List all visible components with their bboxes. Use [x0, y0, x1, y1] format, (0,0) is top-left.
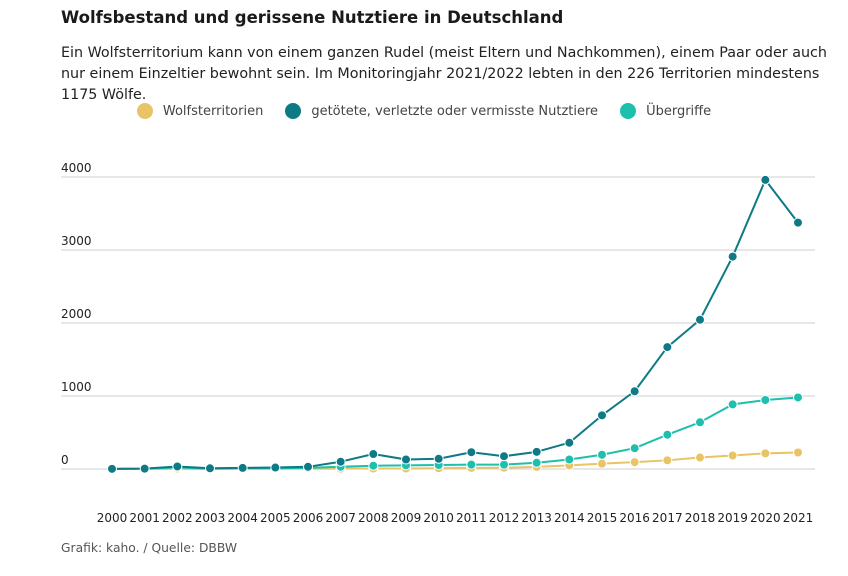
x-tick-label: 2010	[423, 511, 454, 525]
x-tick-label: 2000	[97, 511, 128, 525]
data-point	[368, 449, 379, 460]
data-point	[433, 453, 444, 464]
x-tick-label: 2004	[227, 511, 258, 525]
data-point	[597, 449, 607, 460]
x-tick-label: 2007	[325, 511, 356, 525]
data-point	[401, 454, 411, 465]
data-point	[499, 459, 509, 470]
x-tick-label: 2006	[293, 511, 324, 525]
legend-swatch-uebergriffe	[620, 103, 637, 119]
legend: Wolfsterritorien getötete, verletzte ode…	[0, 103, 848, 119]
x-tick-label: 2020	[750, 511, 781, 525]
x-tick-label: 2011	[456, 511, 487, 525]
data-point	[695, 314, 705, 325]
data-point	[499, 451, 509, 462]
data-point	[531, 446, 542, 457]
data-point	[564, 454, 575, 465]
legend-label-nutztiere: getötete, verletzte oder vermisste Nutzt…	[311, 103, 599, 119]
data-point	[695, 452, 705, 463]
data-point	[629, 386, 640, 397]
data-point	[793, 447, 803, 458]
data-point	[760, 174, 771, 185]
data-point	[695, 417, 705, 428]
legend-label-uebergriffe: Übergriffe	[646, 103, 712, 119]
y-tick-label: 4000	[61, 161, 92, 175]
data-point	[662, 455, 673, 466]
data-point	[760, 395, 771, 406]
data-point	[760, 448, 771, 459]
legend-item-uebergriffe[interactable]: Übergriffe	[620, 103, 711, 119]
data-point	[597, 458, 607, 469]
x-tick-label: 2013	[521, 511, 552, 525]
x-tick-label: 2015	[587, 511, 618, 525]
data-point	[629, 443, 640, 454]
data-point	[270, 462, 281, 473]
legend-item-nutztiere[interactable]: getötete, verletzte oder vermisste Nutzt…	[285, 103, 598, 119]
x-tick-label: 2018	[685, 511, 716, 525]
x-tick-label: 2012	[489, 511, 520, 525]
x-tick-label: 2014	[554, 511, 585, 525]
data-point	[466, 447, 477, 458]
x-tick-label: 2016	[619, 511, 650, 525]
data-point	[139, 463, 150, 474]
y-tick-label: 3000	[61, 234, 92, 248]
data-point	[727, 450, 738, 461]
y-tick-label: 2000	[61, 307, 92, 321]
data-point	[107, 463, 117, 474]
legend-label-territorien: Wolfsterritorien	[162, 103, 264, 119]
data-point	[368, 460, 379, 471]
data-point	[793, 392, 803, 403]
legend-item-territorien[interactable]: Wolfsterritorien	[136, 103, 264, 119]
legend-swatch-nutztiere	[285, 103, 302, 119]
y-tick-label: 0	[61, 453, 69, 467]
series-line	[111, 178, 799, 470]
data-point	[531, 457, 542, 468]
data-point	[629, 457, 640, 468]
chart-title: Wolfsbestand und gerissene Nutztiere in …	[61, 8, 564, 27]
x-tick-label: 2002	[162, 511, 193, 525]
data-point	[597, 410, 607, 421]
x-tick-label: 2005	[260, 511, 291, 525]
x-tick-label: 2001	[129, 511, 160, 525]
data-point	[205, 463, 215, 474]
data-point	[237, 462, 248, 473]
data-point	[727, 399, 738, 410]
x-tick-label: 2003	[195, 511, 226, 525]
data-point	[303, 461, 313, 472]
y-tick-label: 1000	[61, 380, 92, 394]
x-tick-label: 2008	[358, 511, 389, 525]
x-tick-label: 2009	[391, 511, 422, 525]
x-tick-label: 2021	[783, 511, 814, 525]
data-point	[727, 251, 738, 262]
data-point	[662, 429, 673, 440]
data-point	[335, 456, 346, 467]
data-point	[466, 459, 477, 470]
x-tick-label: 2017	[652, 511, 683, 525]
legend-swatch-territorien	[136, 103, 153, 119]
chart-subtitle: Ein Wolfsterritorium kann von einem ganz…	[61, 45, 827, 103]
source-note: Grafik: kaho. / Quelle: DBBW	[61, 541, 237, 555]
data-point	[564, 437, 575, 448]
x-tick-label: 2019	[717, 511, 748, 525]
data-point	[662, 342, 673, 353]
data-point	[793, 217, 803, 228]
data-point	[172, 461, 183, 472]
